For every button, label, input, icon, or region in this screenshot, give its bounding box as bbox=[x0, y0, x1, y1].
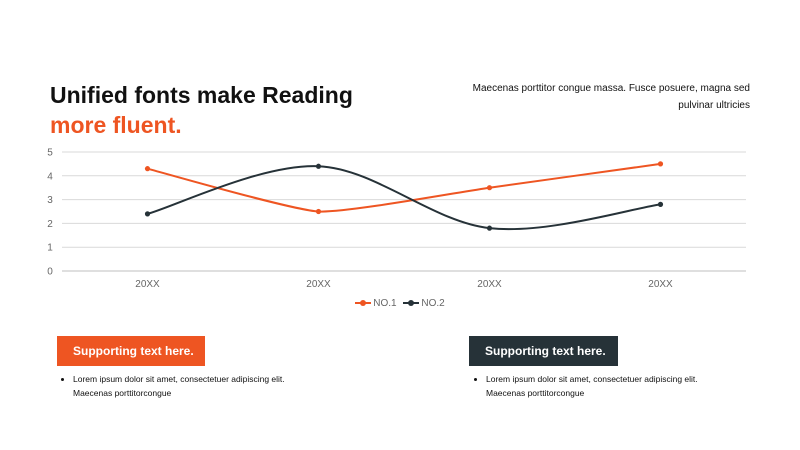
series-1-point-0 bbox=[144, 166, 151, 172]
y-tick-label-2: 2 bbox=[47, 219, 53, 230]
series-2-point-0 bbox=[144, 211, 151, 217]
y-tick-label-0: 0 bbox=[47, 267, 53, 278]
bullet-text-left: Lorem ipsum dolor sit amet, consectetuer… bbox=[60, 372, 290, 400]
y-tick-label-4: 4 bbox=[47, 171, 53, 182]
y-tick-label-1: 1 bbox=[47, 243, 53, 254]
series-1-point-2 bbox=[486, 185, 493, 191]
series-2-point-3 bbox=[657, 201, 664, 207]
bullet-item-left: Lorem ipsum dolor sit amet, consectetuer… bbox=[73, 372, 290, 400]
description-text: Maecenas porttitor congue massa. Fusce p… bbox=[472, 83, 750, 111]
legend-swatch-no2 bbox=[403, 300, 420, 306]
series-1-point-3 bbox=[657, 161, 664, 167]
bullet-item-right: Lorem ipsum dolor sit amet, consectetuer… bbox=[486, 372, 703, 400]
bullet-text-right: Lorem ipsum dolor sit amet, consectetuer… bbox=[473, 372, 703, 400]
page-title: Unified fonts make Reading bbox=[50, 82, 353, 108]
x-tick-label-3: 20XX bbox=[648, 279, 673, 290]
legend-item-no2: NO.2 bbox=[403, 297, 445, 309]
chart-legend: NO.1 NO.2 bbox=[0, 296, 800, 309]
series-line-1 bbox=[146, 162, 662, 213]
page-title-highlight: more fluent. bbox=[50, 112, 182, 138]
x-tick-label-1: 20XX bbox=[306, 279, 331, 290]
series-1-point-1 bbox=[315, 208, 322, 215]
legend-swatch-no1 bbox=[355, 300, 372, 306]
title-block: Unified fonts make Reading more fluent. bbox=[50, 80, 353, 140]
y-tick-label-3: 3 bbox=[47, 195, 53, 206]
x-tick-label-2: 20XX bbox=[477, 279, 502, 290]
x-tick-label-0: 20XX bbox=[135, 279, 160, 290]
legend-label-no2: NO.2 bbox=[421, 297, 445, 309]
series-2-point-2 bbox=[486, 225, 493, 231]
supporting-tag-right: Supporting text here. bbox=[469, 336, 618, 366]
series-line-2 bbox=[146, 165, 662, 231]
series-2-point-1 bbox=[315, 163, 322, 169]
y-tick-label-5: 5 bbox=[47, 148, 53, 159]
legend-label-no1: NO.1 bbox=[373, 297, 397, 309]
legend-item-no1: NO.1 bbox=[355, 297, 397, 309]
supporting-tag-left: Supporting text here. bbox=[57, 336, 205, 366]
